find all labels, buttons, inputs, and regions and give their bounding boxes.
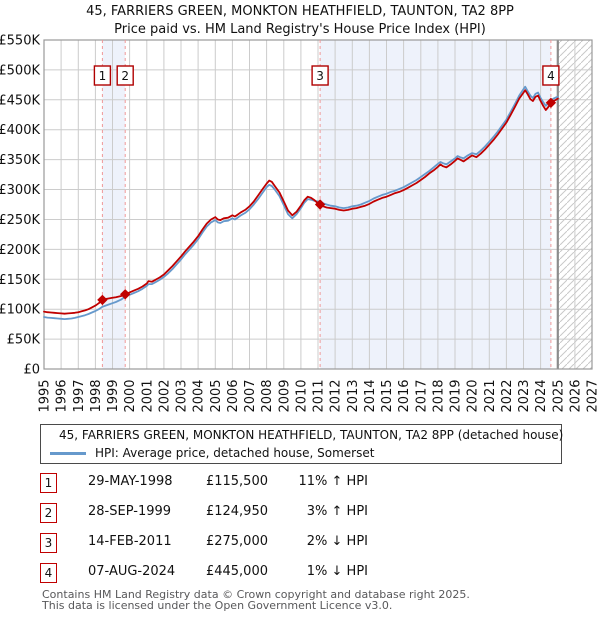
x-axis-tick-label: 2018: [431, 379, 446, 412]
ownership-band: [320, 40, 551, 369]
y-axis-tick-label: £350K: [0, 153, 40, 168]
x-axis-tick-label: 2011: [312, 379, 327, 412]
sale-number-label: 3: [316, 69, 324, 83]
x-axis-tick-label: 2008: [260, 379, 275, 412]
x-axis-tick-label: 2022: [500, 379, 515, 412]
x-axis-tick-label: 2009: [277, 379, 292, 412]
y-axis-tick-label: £0: [23, 363, 40, 378]
sale-point-diamond: [97, 294, 108, 306]
x-axis-tick-label: 2016: [397, 379, 412, 412]
x-axis-tick-label: 2017: [414, 379, 429, 412]
x-axis-tick-label: 2001: [140, 379, 155, 412]
y-axis-tick-label: £550K: [0, 34, 40, 49]
table-row: 3 14-FEB-2011 £275,000 2% ↓ HPI: [0, 533, 600, 553]
y-axis-tick-label: £100K: [0, 303, 40, 318]
sale-number-badge: 1: [40, 473, 57, 493]
x-axis-tick-label: 1999: [106, 379, 121, 412]
sale-price: £124,950: [205, 504, 268, 519]
sale-price: £445,000: [205, 564, 268, 579]
x-axis-tick-label: 2025: [551, 379, 566, 412]
x-axis-tick-label: 2024: [534, 379, 549, 412]
x-axis-tick-label: 1998: [89, 379, 104, 412]
sale-price: £275,000: [205, 534, 268, 549]
legend-item-hpi: HPI: Average price, detached house, Some…: [41, 446, 561, 461]
x-axis-tick-label: 2027: [586, 379, 600, 412]
x-axis-tick-label: 2019: [449, 379, 464, 412]
y-axis-tick-label: £150K: [0, 273, 40, 288]
x-axis-tick-label: 2004: [192, 379, 207, 412]
x-axis-tick-label: 2013: [346, 379, 361, 412]
y-axis-tick-label: £500K: [0, 63, 40, 78]
chart-title-address: 45, FARRIERS GREEN, MONKTON HEATHFIELD, …: [86, 4, 514, 19]
sale-number-box: [542, 65, 560, 86]
sale-price: £115,500: [205, 474, 268, 489]
x-axis-tick-label: 2003: [175, 379, 190, 412]
sale-date: 29-MAY-1998: [88, 474, 173, 489]
legend-label-price-paid: 45, FARRIERS GREEN, MONKTON HEATHFIELD, …: [59, 428, 564, 442]
x-axis-tick-label: 2023: [517, 379, 532, 412]
x-axis-tick-label: 2026: [568, 379, 583, 412]
sale-point-diamond: [120, 289, 131, 300]
sale-number-badge: 4: [40, 563, 57, 583]
sale-number-badge: 2: [40, 503, 57, 523]
x-axis-tick-label: 1997: [72, 379, 87, 412]
chart-subtitle: Price paid vs. HM Land Registry's House …: [114, 22, 486, 37]
x-axis-tick-label: 1996: [55, 379, 70, 412]
sale-number-box: [93, 65, 112, 86]
x-axis-tick-label: 2015: [380, 379, 395, 412]
sale-hpi-delta: 11% ↑ HPI: [298, 474, 368, 489]
x-axis-tick-label: 2021: [483, 379, 498, 412]
y-axis-tick-label: £300K: [0, 183, 40, 198]
sale-date: 28-SEP-1999: [88, 504, 172, 519]
x-axis-tick-label: 2012: [329, 379, 344, 412]
legend: 45, FARRIERS GREEN, MONKTON HEATHFIELD, …: [40, 424, 564, 464]
y-axis-tick-label: £200K: [0, 243, 40, 258]
x-axis-tick-label: 2020: [466, 379, 481, 412]
x-axis-tick-label: 2010: [294, 379, 309, 412]
ownership-band: [102, 40, 126, 369]
sale-date: 14-FEB-2011: [88, 534, 172, 549]
price-chart: 1 2 3 4 £0 £50K £100K £150K £200K £250K £300K £350K…: [0, 34, 600, 413]
x-axis-tick-label: 2014: [363, 379, 378, 412]
sale-number-badge: 3: [40, 533, 57, 553]
x-axis-tick-label: 2000: [123, 379, 138, 412]
sale-hpi-delta: 1% ↓ HPI: [306, 564, 368, 579]
sale-number-box: [311, 65, 329, 86]
table-row: 1 29-MAY-1998 £115,500 11% ↑ HPI: [0, 473, 600, 493]
sale-hpi-delta: 3% ↑ HPI: [306, 504, 368, 519]
x-axis-tick-label: 2005: [209, 379, 224, 412]
sale-date: 07-AUG-2024: [88, 564, 176, 579]
sale-point-diamond: [545, 97, 557, 108]
legend-label-hpi: HPI: Average price, detached house, Some…: [95, 446, 375, 460]
y-axis-tick-label: £50K: [7, 333, 41, 348]
table-row: 4 07-AUG-2024 £445,000 1% ↓ HPI: [0, 563, 600, 583]
sale-number-label: 1: [99, 69, 107, 83]
table-row: 2 28-SEP-1999 £124,950 3% ↑ HPI: [0, 503, 600, 523]
copyright-line: Contains HM Land Registry data © Crown c…: [42, 588, 470, 601]
x-axis-tick-label: 2007: [243, 379, 258, 412]
y-axis-tick-label: £250K: [0, 213, 40, 228]
y-axis-tick-label: £450K: [0, 93, 40, 108]
hpi-line-swatch: [50, 451, 86, 455]
sale-number-box: [116, 65, 134, 86]
y-axis-tick-label: £400K: [0, 123, 40, 138]
licence-line: This data is licensed under the Open Gov…: [42, 599, 393, 612]
x-axis-tick-label: 1995: [38, 379, 53, 412]
sale-number-label: 2: [121, 69, 129, 83]
x-axis-tick-label: 2006: [226, 379, 241, 412]
sale-number-label: 4: [547, 69, 555, 83]
x-axis-tick-label: 2002: [157, 379, 172, 412]
sale-point-diamond: [314, 199, 326, 210]
legend-item-price-paid: 45, FARRIERS GREEN, MONKTON HEATHFIELD, …: [41, 428, 564, 443]
sale-hpi-delta: 2% ↓ HPI: [306, 534, 368, 549]
